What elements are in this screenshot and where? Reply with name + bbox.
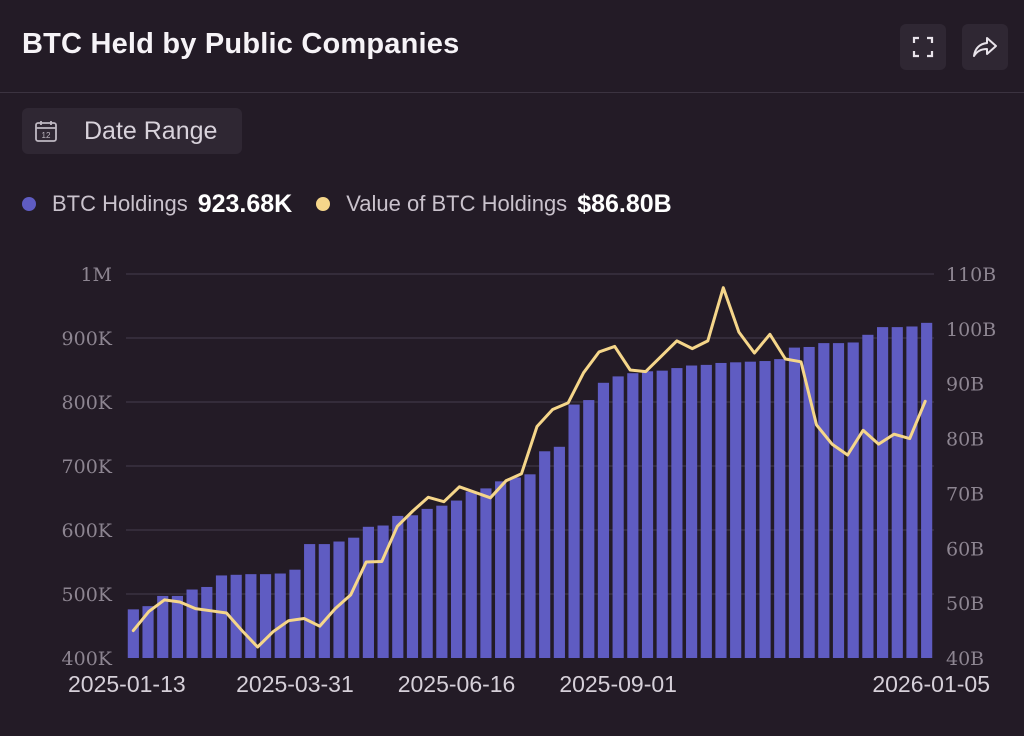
value-legend-label[interactable]: Value of BTC Holdings <box>346 191 568 216</box>
bar <box>876 327 889 658</box>
bar <box>436 505 448 658</box>
expand-icon <box>912 36 934 58</box>
bar <box>921 322 933 658</box>
bar <box>891 327 903 658</box>
y-right-tick-label: 60B <box>946 538 984 560</box>
y-right-tick-label: 40B <box>946 648 984 670</box>
holdings-legend-label[interactable]: BTC Holdings <box>52 191 188 216</box>
y-right-tick-label: 100B <box>946 319 996 341</box>
btc-holdings-chart: 400K 500K 600K 700K 800K 900K 1M 40B 50B 60B 70B 80… <box>62 264 997 697</box>
y-left-tick-label: 600K <box>62 520 113 542</box>
svg-text:12: 12 <box>42 131 51 140</box>
bar <box>304 544 316 658</box>
value-legend-dot <box>316 197 331 211</box>
bar <box>524 474 536 658</box>
bar <box>171 595 184 658</box>
bar <box>201 586 213 658</box>
y-left-tick-label: 800K <box>62 392 113 414</box>
bar <box>686 365 698 658</box>
bar <box>157 595 169 658</box>
bar <box>671 368 683 658</box>
x-tick-label: 2025-01-13 <box>68 671 186 697</box>
bar <box>406 515 419 658</box>
y-left-tick-label: 500K <box>62 584 113 606</box>
holdings-legend-dot <box>22 197 36 211</box>
y-right-tick-label: 90B <box>946 374 984 396</box>
date-range-label: Date Range <box>84 116 218 145</box>
bar <box>362 526 374 658</box>
y-left-tick-label: 400K <box>62 648 113 670</box>
bar <box>259 574 272 658</box>
y-left-tick-label: 1M <box>80 264 112 286</box>
bar <box>700 364 712 658</box>
bar <box>832 343 845 658</box>
page-title: BTC Held by Public Companies <box>22 28 460 60</box>
bar <box>450 500 463 658</box>
bar <box>553 446 565 658</box>
bar <box>186 589 198 658</box>
bar <box>289 569 301 658</box>
y-right-tick-label: 70B <box>946 483 984 505</box>
bar <box>421 508 433 658</box>
y-left-tick-label: 900K <box>62 328 113 350</box>
y-right-tick-label: 80B <box>946 429 984 451</box>
bar <box>348 537 360 658</box>
bar <box>656 370 668 658</box>
bar <box>862 334 874 658</box>
chart-legend: BTC Holdings 923.68K Value of BTC Holdin… <box>22 186 672 222</box>
bar <box>318 544 330 658</box>
value-legend-value: $86.80B <box>577 189 672 218</box>
x-tick-label: 2025-03-31 <box>236 671 354 697</box>
bar <box>568 404 580 658</box>
bar <box>906 326 918 658</box>
bar <box>509 477 521 658</box>
bar <box>274 573 286 658</box>
bar <box>818 343 830 658</box>
date-range-button[interactable]: 12 Date Range <box>22 108 242 154</box>
y-right-tick-label: 50B <box>946 593 984 615</box>
bar <box>788 347 801 658</box>
bar <box>715 362 727 658</box>
share-button[interactable] <box>962 24 1008 70</box>
y-left-tick-label: 700K <box>62 456 113 478</box>
holdings-legend-value: 923.68K <box>197 189 293 218</box>
bar <box>730 362 742 658</box>
bar <box>127 609 139 658</box>
bar <box>215 575 228 658</box>
bar <box>539 451 551 658</box>
bar <box>377 525 389 658</box>
y-right-tick-label: 110B <box>946 264 996 286</box>
bar <box>627 373 639 658</box>
bar <box>759 361 771 658</box>
bar <box>465 491 477 658</box>
bar <box>245 574 257 658</box>
bar <box>583 400 595 658</box>
bar <box>612 376 624 658</box>
chart-header: BTC Held by Public Companies <box>0 0 1024 93</box>
bar <box>495 481 507 658</box>
share-icon <box>973 37 997 57</box>
bar <box>392 515 404 658</box>
bar <box>803 346 815 658</box>
value-line <box>131 286 927 649</box>
bar <box>333 541 345 658</box>
bar <box>142 606 154 658</box>
bar <box>847 342 859 658</box>
bar <box>774 359 786 658</box>
fullscreen-button[interactable] <box>900 24 946 70</box>
x-tick-label: 2025-06-16 <box>398 671 516 697</box>
bar <box>480 488 492 658</box>
calendar-icon: 12 <box>34 119 58 143</box>
bar <box>597 382 610 658</box>
bar <box>744 361 756 658</box>
bar <box>641 371 654 658</box>
bar <box>230 574 242 658</box>
x-tick-label: 2026-01-05 <box>872 671 990 697</box>
x-tick-label: 2025-09-01 <box>559 671 677 697</box>
